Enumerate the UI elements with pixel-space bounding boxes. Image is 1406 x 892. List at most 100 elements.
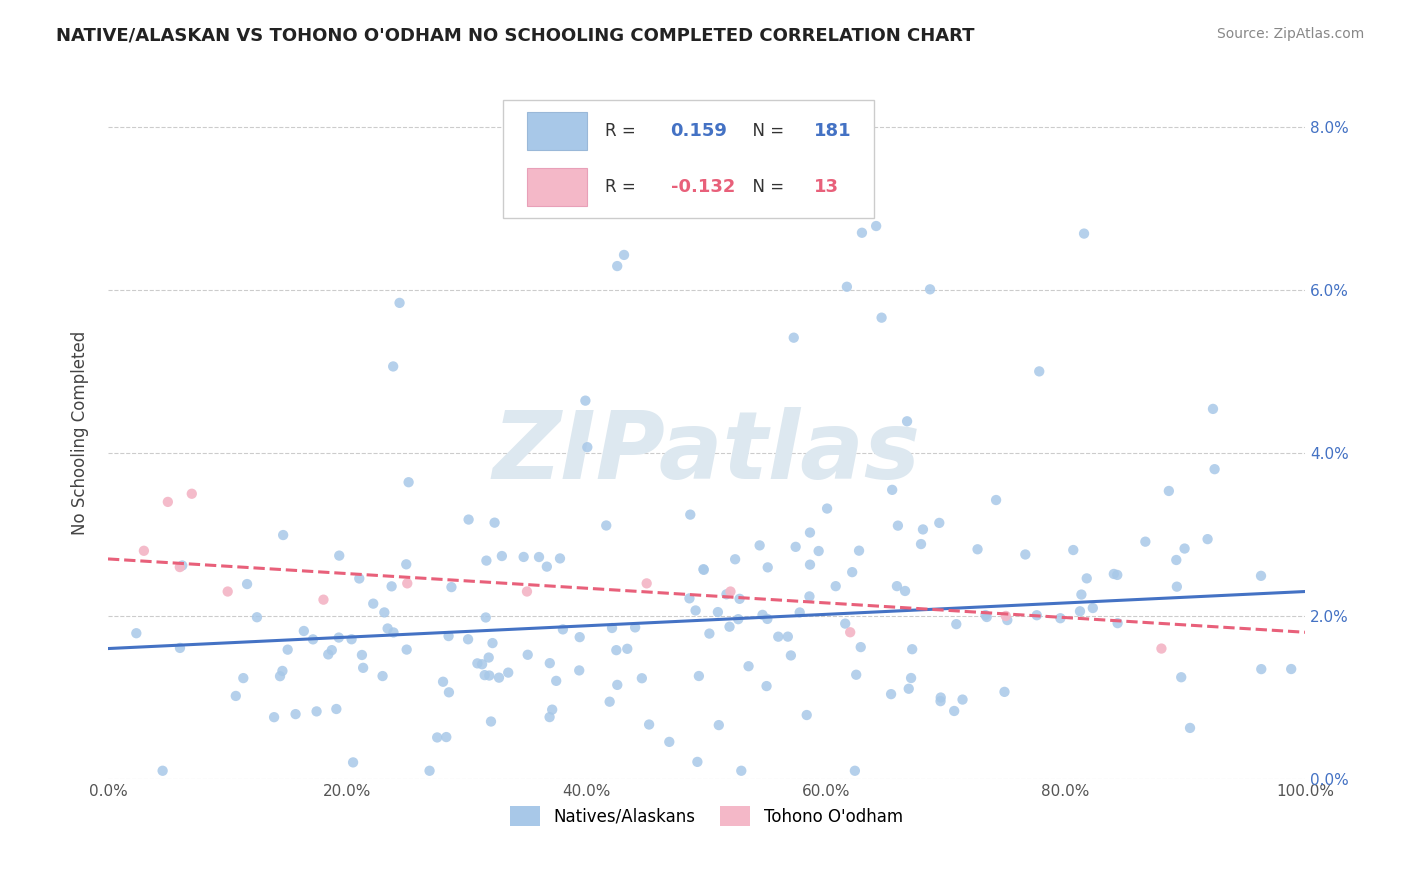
Point xyxy=(724,552,747,566)
Point xyxy=(305,705,328,719)
Point xyxy=(263,710,285,724)
Point xyxy=(928,516,950,530)
Point xyxy=(536,559,558,574)
Point xyxy=(776,630,799,644)
Point xyxy=(172,558,194,573)
FancyBboxPatch shape xyxy=(503,100,875,218)
Point xyxy=(432,674,454,689)
Point xyxy=(1073,227,1095,241)
Point xyxy=(1202,401,1225,416)
Point xyxy=(1028,364,1050,378)
Point xyxy=(512,549,534,564)
Point xyxy=(478,668,501,682)
Point xyxy=(768,630,790,644)
Point xyxy=(834,616,856,631)
Point xyxy=(945,617,967,632)
FancyBboxPatch shape xyxy=(527,168,586,206)
Point xyxy=(527,549,550,564)
Point xyxy=(1250,662,1272,676)
Point xyxy=(685,603,707,617)
Point xyxy=(271,664,294,678)
Point xyxy=(132,543,155,558)
Text: N =: N = xyxy=(742,178,790,195)
Point xyxy=(419,764,441,778)
Point xyxy=(1070,588,1092,602)
Point xyxy=(568,664,591,678)
Point xyxy=(475,610,498,624)
Point xyxy=(1025,608,1047,623)
Point xyxy=(1049,611,1071,625)
Point xyxy=(894,584,917,599)
Point xyxy=(886,579,908,593)
Point xyxy=(613,248,636,262)
Point xyxy=(841,565,863,579)
Point xyxy=(929,694,952,708)
Point xyxy=(966,542,988,557)
Text: NATIVE/ALASKAN VS TOHONO O'ODHAM NO SCHOOLING COMPLETED CORRELATION CHART: NATIVE/ALASKAN VS TOHONO O'ODHAM NO SCHO… xyxy=(56,27,974,45)
Point xyxy=(616,641,638,656)
Point xyxy=(1197,532,1219,546)
Point xyxy=(538,710,561,724)
Point xyxy=(474,668,496,682)
Text: R =: R = xyxy=(605,122,641,140)
Point xyxy=(796,708,818,723)
Point xyxy=(756,560,779,574)
Point xyxy=(484,516,506,530)
Point xyxy=(156,495,179,509)
Point xyxy=(844,764,866,778)
Point xyxy=(900,671,922,685)
Text: 181: 181 xyxy=(814,122,852,140)
Point xyxy=(426,731,449,745)
Point xyxy=(807,544,830,558)
Point xyxy=(574,393,596,408)
Point xyxy=(271,528,294,542)
Point xyxy=(727,612,749,626)
Point xyxy=(328,549,350,563)
Point xyxy=(1178,721,1201,735)
Point xyxy=(1069,604,1091,618)
Point xyxy=(516,584,538,599)
Point xyxy=(548,551,571,566)
Point xyxy=(312,592,335,607)
Point xyxy=(496,665,519,680)
Point xyxy=(994,609,1017,624)
Point xyxy=(292,624,315,638)
Point xyxy=(302,632,325,647)
Point xyxy=(600,621,623,635)
Point xyxy=(799,558,821,572)
Point xyxy=(707,605,730,619)
Point xyxy=(896,414,918,428)
Point xyxy=(679,508,702,522)
Point xyxy=(1166,580,1188,594)
Point xyxy=(716,587,738,601)
Point xyxy=(180,487,202,501)
Point xyxy=(599,695,621,709)
Point xyxy=(169,560,191,574)
Point xyxy=(839,625,862,640)
Legend: Natives/Alaskans, Tohono O'odham: Natives/Alaskans, Tohono O'odham xyxy=(503,799,910,833)
Point xyxy=(350,648,373,662)
Point xyxy=(755,679,778,693)
Point xyxy=(479,714,502,729)
Text: -0.132: -0.132 xyxy=(671,178,735,195)
Point xyxy=(541,703,564,717)
Point xyxy=(824,579,846,593)
Point xyxy=(631,671,654,685)
Point xyxy=(284,707,307,722)
Point xyxy=(1081,601,1104,615)
Point xyxy=(897,681,920,696)
Point xyxy=(911,523,934,537)
Y-axis label: No Schooling Completed: No Schooling Completed xyxy=(72,331,89,535)
Point xyxy=(658,735,681,749)
Point xyxy=(918,282,941,296)
Point xyxy=(624,620,647,634)
Point xyxy=(217,584,239,599)
Point xyxy=(748,538,770,552)
Point xyxy=(605,643,627,657)
Point xyxy=(434,730,457,744)
Point xyxy=(789,606,811,620)
Point xyxy=(799,590,821,604)
Point xyxy=(328,631,350,645)
Point xyxy=(686,755,709,769)
Point xyxy=(457,512,479,526)
